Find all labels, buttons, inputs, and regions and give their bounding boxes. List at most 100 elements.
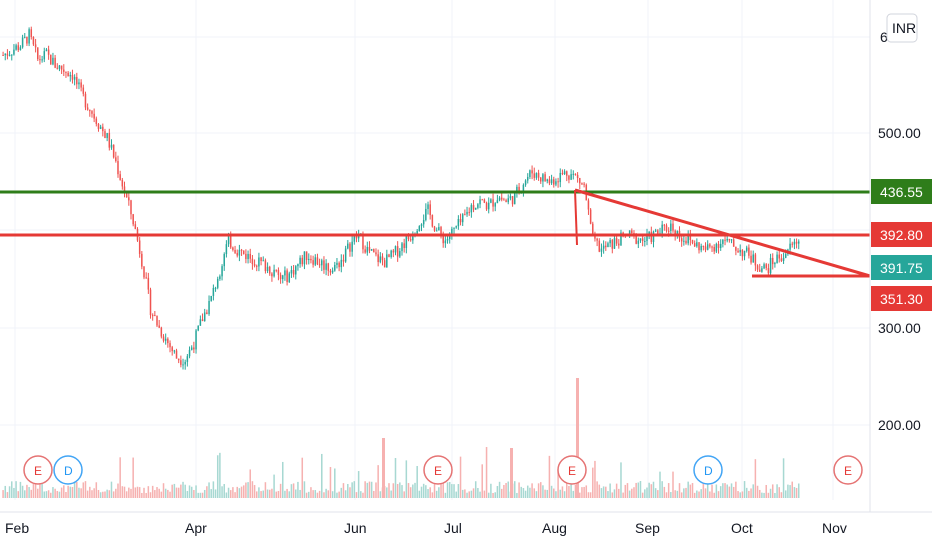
volume-bar (622, 492, 624, 498)
descending-trendline[interactable] (574, 188, 871, 278)
candle-body (537, 172, 540, 178)
volume-bar (691, 483, 694, 498)
time-axis[interactable]: Feb Apr Jun Jul Aug Sep Oct Nov (0, 511, 932, 536)
volume-bar (50, 492, 52, 498)
candle-body (288, 273, 291, 283)
volume-bar (180, 484, 182, 498)
volume-bar (587, 492, 590, 498)
volume-bar (234, 492, 236, 498)
event-marker-dividend[interactable]: D (693, 455, 723, 485)
candle-body (60, 65, 63, 70)
volume-bar (199, 492, 202, 498)
candle-body (401, 243, 403, 252)
volume-bar (379, 491, 382, 498)
volume-bar (743, 481, 746, 498)
volume-bar (414, 482, 416, 498)
event-marker-earnings[interactable]: E (23, 455, 53, 485)
volume-bar (561, 486, 564, 498)
candle-body (82, 87, 85, 94)
volume-bar (719, 486, 722, 498)
candle-body (784, 254, 787, 258)
volume-bar (399, 482, 401, 498)
candle-body (236, 252, 238, 256)
event-marker-earnings[interactable]: E (423, 455, 453, 485)
volume-bar (555, 491, 557, 498)
volume-bar (362, 492, 364, 498)
volume-bar (483, 490, 486, 498)
volume-bar (93, 488, 95, 498)
volume-bar (637, 482, 640, 498)
hidden-tick-edge: 6 (880, 29, 888, 45)
price-tag-351: 351.30 (871, 286, 932, 311)
candle-body (735, 246, 737, 251)
candle-body (737, 250, 739, 253)
candle-body (30, 29, 33, 37)
candle-body (524, 180, 527, 185)
volume-bar (542, 485, 544, 498)
event-marker-dividend[interactable]: D (53, 455, 83, 485)
volume-bar (247, 482, 249, 498)
candle-body (622, 232, 624, 234)
candle-body (17, 45, 20, 51)
candle-body (47, 49, 50, 55)
candle-body (689, 235, 692, 240)
volume-bar (86, 490, 89, 498)
volume-bar (516, 492, 518, 498)
candle-body (483, 199, 486, 203)
candle-body (431, 215, 434, 227)
volume-bar (468, 491, 470, 498)
volume-bar (774, 492, 776, 498)
volume-bar (776, 484, 778, 498)
currency-button[interactable]: INR (886, 13, 918, 43)
volume-bar (171, 484, 173, 498)
volume-bar (299, 489, 301, 498)
candle-body (67, 72, 69, 77)
volume-bar (312, 490, 314, 498)
candle-body (188, 349, 191, 357)
volume-bar (657, 490, 659, 498)
volume-bar (680, 492, 683, 498)
volume-bar (711, 484, 713, 498)
volume-bar (128, 487, 130, 498)
volume-bar (620, 462, 622, 498)
candle-body (756, 265, 759, 270)
candle-body (52, 57, 54, 65)
volume-bar (787, 484, 789, 498)
volume-bar (323, 492, 325, 498)
candle-body (487, 202, 490, 210)
volume-bar (80, 488, 82, 498)
volume-bar (201, 492, 204, 498)
candle-body (761, 268, 763, 272)
event-marker-earnings[interactable]: E (557, 455, 587, 485)
x-tick-label: Aug (542, 520, 567, 536)
volume-bar (624, 484, 627, 498)
event-marker-earnings[interactable]: E (833, 455, 863, 485)
volume-bar (474, 481, 477, 498)
candle-body (227, 233, 230, 245)
candle-body (492, 199, 494, 207)
volume-bar (412, 484, 414, 498)
candle-body (180, 360, 182, 365)
volume-bar (386, 487, 388, 498)
volume-bar (425, 485, 427, 498)
volume-bar (754, 459, 757, 498)
candle-body (472, 205, 475, 210)
volume-bar (500, 488, 503, 498)
volume-bar (221, 486, 223, 498)
candle-body (418, 226, 421, 231)
candle-body (648, 231, 650, 234)
candle-body (457, 218, 460, 227)
volume-bar (780, 492, 783, 498)
volume-bar (76, 482, 78, 498)
volume-bar (583, 486, 585, 498)
volume-bar (648, 482, 650, 498)
x-tick-label: Sep (635, 520, 660, 536)
candle-body (310, 258, 312, 261)
candle-body (279, 274, 282, 280)
candle-body (271, 273, 273, 277)
volume-bar (334, 468, 336, 498)
candle-body (433, 226, 436, 231)
volume-bar (592, 467, 594, 498)
volume-bar (203, 489, 206, 498)
